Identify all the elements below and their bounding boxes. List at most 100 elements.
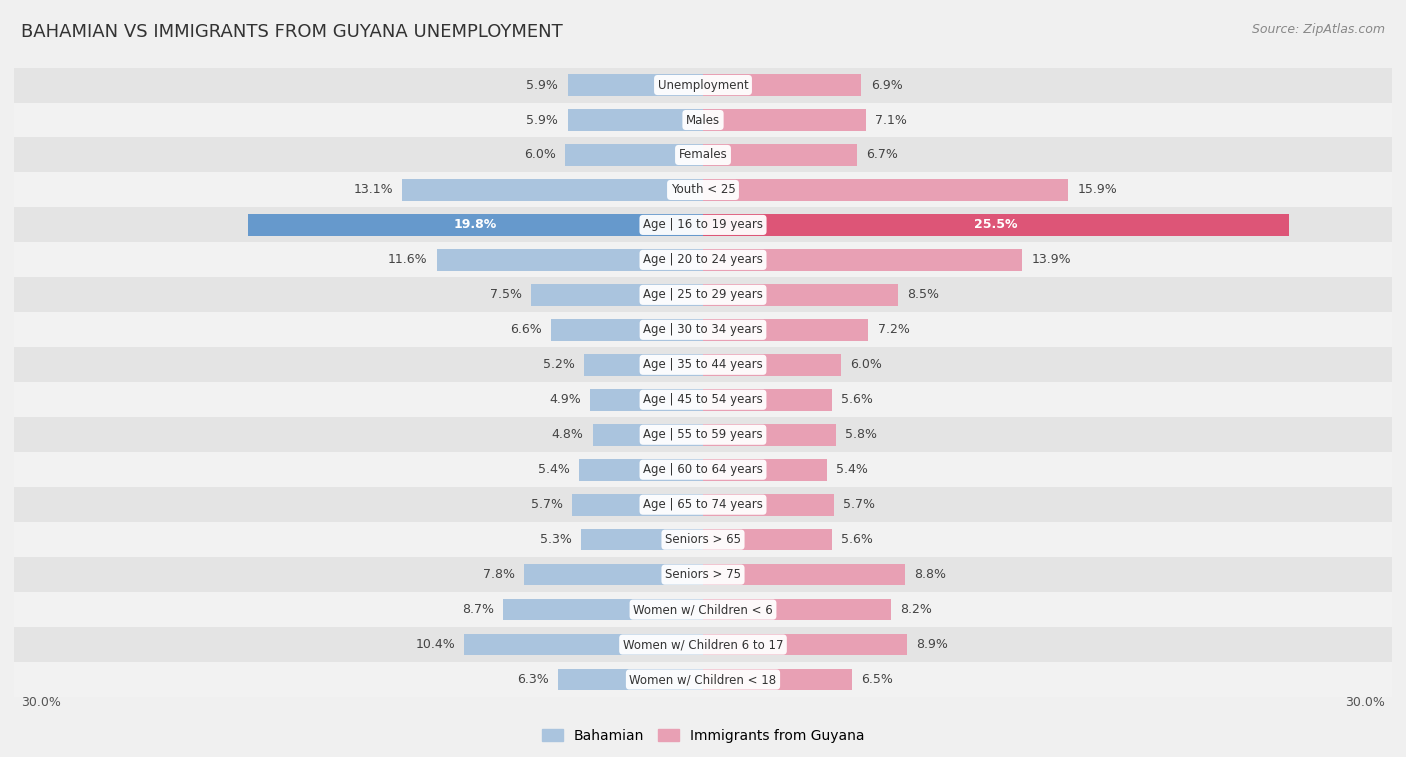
Bar xyxy=(568,74,703,96)
Bar xyxy=(572,494,703,516)
Bar xyxy=(14,382,1392,417)
Text: 5.9%: 5.9% xyxy=(526,114,558,126)
Text: 7.1%: 7.1% xyxy=(875,114,907,126)
Bar xyxy=(593,424,703,446)
Bar xyxy=(703,354,841,375)
Text: 5.4%: 5.4% xyxy=(837,463,868,476)
Bar xyxy=(14,207,1392,242)
Text: 8.8%: 8.8% xyxy=(914,568,946,581)
Bar xyxy=(579,459,703,481)
Bar xyxy=(464,634,703,656)
Bar xyxy=(703,634,907,656)
Text: Age | 16 to 19 years: Age | 16 to 19 years xyxy=(643,219,763,232)
Bar xyxy=(14,313,1392,347)
Bar xyxy=(703,389,831,410)
Bar xyxy=(14,662,1392,697)
Text: Unemployment: Unemployment xyxy=(658,79,748,92)
Bar xyxy=(703,109,866,131)
Bar xyxy=(14,557,1392,592)
Bar xyxy=(524,564,703,585)
Bar xyxy=(703,179,1069,201)
Bar xyxy=(14,452,1392,488)
Bar xyxy=(565,144,703,166)
Bar xyxy=(531,284,703,306)
Text: 8.9%: 8.9% xyxy=(917,638,949,651)
Bar xyxy=(703,319,869,341)
Text: 4.9%: 4.9% xyxy=(550,394,581,407)
Bar xyxy=(703,529,831,550)
Text: Seniors > 65: Seniors > 65 xyxy=(665,533,741,546)
Text: 5.9%: 5.9% xyxy=(526,79,558,92)
Text: Women w/ Children < 6: Women w/ Children < 6 xyxy=(633,603,773,616)
Text: 6.6%: 6.6% xyxy=(510,323,543,336)
Text: 10.4%: 10.4% xyxy=(415,638,456,651)
Bar xyxy=(583,354,703,375)
Bar xyxy=(703,494,834,516)
Bar xyxy=(703,459,827,481)
Bar xyxy=(558,668,703,690)
Text: 5.7%: 5.7% xyxy=(531,498,562,511)
Bar xyxy=(402,179,703,201)
Bar xyxy=(14,592,1392,627)
Bar xyxy=(14,173,1392,207)
Text: 7.8%: 7.8% xyxy=(482,568,515,581)
Text: Source: ZipAtlas.com: Source: ZipAtlas.com xyxy=(1251,23,1385,36)
Bar xyxy=(703,249,1022,271)
Bar xyxy=(249,214,703,235)
Text: Age | 25 to 29 years: Age | 25 to 29 years xyxy=(643,288,763,301)
Bar xyxy=(703,214,1289,235)
Text: 5.2%: 5.2% xyxy=(543,358,575,371)
Text: 6.7%: 6.7% xyxy=(866,148,898,161)
Text: 7.5%: 7.5% xyxy=(489,288,522,301)
Text: Age | 20 to 24 years: Age | 20 to 24 years xyxy=(643,254,763,266)
Bar xyxy=(14,67,1392,102)
Bar xyxy=(14,488,1392,522)
Bar xyxy=(14,627,1392,662)
Text: 4.8%: 4.8% xyxy=(551,428,583,441)
Bar xyxy=(14,102,1392,138)
Bar xyxy=(568,109,703,131)
Text: 6.9%: 6.9% xyxy=(870,79,903,92)
Text: 8.5%: 8.5% xyxy=(907,288,939,301)
Text: 5.6%: 5.6% xyxy=(841,394,873,407)
Bar xyxy=(503,599,703,621)
Text: Seniors > 75: Seniors > 75 xyxy=(665,568,741,581)
Text: 11.6%: 11.6% xyxy=(388,254,427,266)
Text: 8.7%: 8.7% xyxy=(463,603,494,616)
Legend: Bahamian, Immigrants from Guyana: Bahamian, Immigrants from Guyana xyxy=(536,724,870,749)
Text: 8.2%: 8.2% xyxy=(900,603,932,616)
Text: 5.7%: 5.7% xyxy=(844,498,875,511)
Bar xyxy=(703,668,852,690)
Text: 6.5%: 6.5% xyxy=(862,673,893,686)
Bar xyxy=(14,138,1392,173)
Bar xyxy=(703,144,856,166)
Text: Age | 55 to 59 years: Age | 55 to 59 years xyxy=(643,428,763,441)
Text: 15.9%: 15.9% xyxy=(1077,183,1118,197)
Bar xyxy=(703,74,862,96)
Text: Age | 45 to 54 years: Age | 45 to 54 years xyxy=(643,394,763,407)
Text: Age | 65 to 74 years: Age | 65 to 74 years xyxy=(643,498,763,511)
Bar xyxy=(437,249,703,271)
Text: Females: Females xyxy=(679,148,727,161)
Text: 19.8%: 19.8% xyxy=(454,219,498,232)
Bar xyxy=(703,564,905,585)
Text: Women w/ Children < 18: Women w/ Children < 18 xyxy=(630,673,776,686)
Text: Age | 35 to 44 years: Age | 35 to 44 years xyxy=(643,358,763,371)
Text: Women w/ Children 6 to 17: Women w/ Children 6 to 17 xyxy=(623,638,783,651)
Bar xyxy=(14,522,1392,557)
Bar xyxy=(703,599,891,621)
Text: Age | 30 to 34 years: Age | 30 to 34 years xyxy=(643,323,763,336)
Bar xyxy=(14,277,1392,313)
Bar xyxy=(14,242,1392,277)
Text: Males: Males xyxy=(686,114,720,126)
Text: 6.0%: 6.0% xyxy=(851,358,882,371)
Text: 7.2%: 7.2% xyxy=(877,323,910,336)
Bar xyxy=(14,347,1392,382)
Text: 5.6%: 5.6% xyxy=(841,533,873,546)
Text: 25.5%: 25.5% xyxy=(974,219,1018,232)
Bar xyxy=(703,284,898,306)
Text: 5.8%: 5.8% xyxy=(845,428,877,441)
Bar xyxy=(551,319,703,341)
Bar xyxy=(703,424,837,446)
Text: 30.0%: 30.0% xyxy=(21,696,60,709)
